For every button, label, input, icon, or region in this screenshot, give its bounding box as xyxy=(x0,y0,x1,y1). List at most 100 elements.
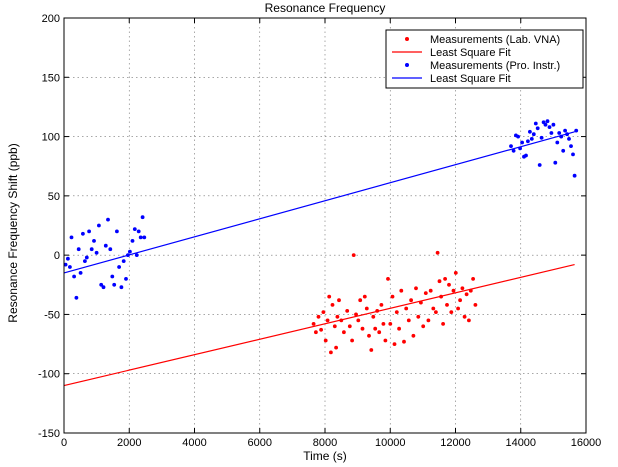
legend: Measurements (Lab. VNA)Least Square FitM… xyxy=(385,29,584,89)
data-point-series-0 xyxy=(330,303,335,307)
data-point-series-0 xyxy=(456,306,460,311)
y-tick-label: 50 xyxy=(48,191,60,203)
data-point-series-2 xyxy=(66,256,70,261)
y-tick-label: 0 xyxy=(54,250,60,262)
data-point-series-0 xyxy=(351,253,356,257)
legend-marker-swatch xyxy=(405,63,409,67)
y-tick-label: -150 xyxy=(38,428,60,440)
data-point-series-2 xyxy=(565,132,569,137)
x-gridlines xyxy=(128,18,522,433)
y-tick-label: 100 xyxy=(42,132,60,144)
data-point-series-0 xyxy=(439,294,443,299)
legend-entry-label: Least Square Fit xyxy=(430,73,511,85)
data-point-series-2 xyxy=(136,229,141,234)
data-point-series-0 xyxy=(462,314,467,319)
data-point-series-2 xyxy=(140,215,145,220)
data-point-series-2 xyxy=(78,271,83,275)
data-point-series-2 xyxy=(68,265,72,269)
data-point-series-2 xyxy=(563,128,567,133)
data-point-series-2 xyxy=(81,231,85,236)
legend-entry-label: Measurements (Pro. Instr.) xyxy=(430,60,560,72)
data-point-series-0 xyxy=(421,324,426,329)
data-point-series-2 xyxy=(142,235,147,240)
data-point-series-0 xyxy=(397,326,401,331)
data-point-series-0 xyxy=(394,310,399,314)
data-point-series-2 xyxy=(511,148,516,153)
data-point-series-2 xyxy=(89,247,94,252)
data-point-series-0 xyxy=(435,250,440,255)
data-point-series-0 xyxy=(323,338,328,343)
y-tick-label: 150 xyxy=(42,72,60,84)
data-point-series-2 xyxy=(132,227,137,232)
data-point-series-0 xyxy=(414,286,418,291)
fit-line-series-1 xyxy=(63,264,575,387)
data-point-series-0 xyxy=(350,338,354,343)
data-point-series-2 xyxy=(124,277,128,281)
data-point-series-0 xyxy=(392,342,397,346)
data-point-series-2 xyxy=(92,239,96,243)
data-point-series-2 xyxy=(63,262,68,267)
data-point-series-2 xyxy=(94,250,99,255)
data-point-series-0 xyxy=(342,330,346,335)
x-axis-ticks: 0 2000 4000 6000 8000 10000 12000 14000 16000 xyxy=(61,18,601,449)
data-point-series-0 xyxy=(329,350,333,355)
data-point-series-2 xyxy=(101,285,106,290)
data-point-series-2 xyxy=(549,131,554,135)
x-tick-label: 12000 xyxy=(440,437,471,449)
data-points xyxy=(63,119,579,355)
data-point-series-0 xyxy=(437,279,442,284)
y-tick-label: 200 xyxy=(42,13,60,25)
data-point-series-2 xyxy=(539,135,544,140)
x-tick-label: 0 xyxy=(61,437,67,449)
data-point-series-2 xyxy=(526,139,530,144)
data-point-series-2 xyxy=(551,122,556,127)
data-point-series-0 xyxy=(347,324,352,329)
data-point-series-2 xyxy=(571,152,575,157)
y-axis-label: Resonance Frequency Shift (ppb) xyxy=(6,143,20,322)
data-point-series-2 xyxy=(555,140,560,145)
legend-marker-swatch xyxy=(405,37,409,41)
data-point-series-0 xyxy=(451,288,456,293)
data-point-series-0 xyxy=(364,306,369,311)
data-point-series-0 xyxy=(390,294,395,299)
data-point-series-0 xyxy=(386,277,390,281)
data-point-series-0 xyxy=(419,300,423,305)
data-point-series-0 xyxy=(362,294,367,299)
data-point-series-2 xyxy=(545,119,550,124)
data-point-series-2 xyxy=(528,129,532,134)
data-point-series-0 xyxy=(409,298,413,303)
data-point-series-2 xyxy=(74,295,79,300)
data-point-series-0 xyxy=(441,322,445,326)
data-point-series-2 xyxy=(509,144,513,149)
data-point-series-2 xyxy=(108,247,113,252)
data-point-series-0 xyxy=(447,282,451,287)
data-point-series-2 xyxy=(87,229,91,234)
data-point-series-0 xyxy=(464,292,469,297)
data-point-series-2 xyxy=(516,134,520,139)
data-point-series-0 xyxy=(319,327,323,332)
data-point-series-2 xyxy=(537,163,542,167)
data-point-series-0 xyxy=(449,310,454,314)
data-point-series-2 xyxy=(559,134,564,139)
data-point-series-0 xyxy=(371,314,376,319)
data-point-series-2 xyxy=(84,255,89,260)
x-tick-label: 16000 xyxy=(571,437,602,449)
y-tick-label: -50 xyxy=(44,309,60,321)
legend-entry-label: Least Square Fit xyxy=(430,47,511,59)
data-point-series-0 xyxy=(381,322,386,326)
data-point-series-2 xyxy=(524,153,528,158)
data-point-series-2 xyxy=(130,239,135,243)
data-point-series-2 xyxy=(529,137,534,141)
data-point-series-0 xyxy=(411,333,416,338)
data-point-series-2 xyxy=(110,274,115,279)
data-point-series-2 xyxy=(547,125,552,129)
data-point-series-0 xyxy=(416,314,421,319)
data-point-series-0 xyxy=(443,277,447,281)
data-point-series-0 xyxy=(434,310,438,314)
data-point-series-2 xyxy=(518,146,522,151)
data-point-series-0 xyxy=(431,306,436,311)
data-point-series-0 xyxy=(335,314,340,319)
data-point-series-0 xyxy=(471,277,475,281)
data-point-series-0 xyxy=(354,312,358,317)
data-point-series-0 xyxy=(339,318,344,323)
